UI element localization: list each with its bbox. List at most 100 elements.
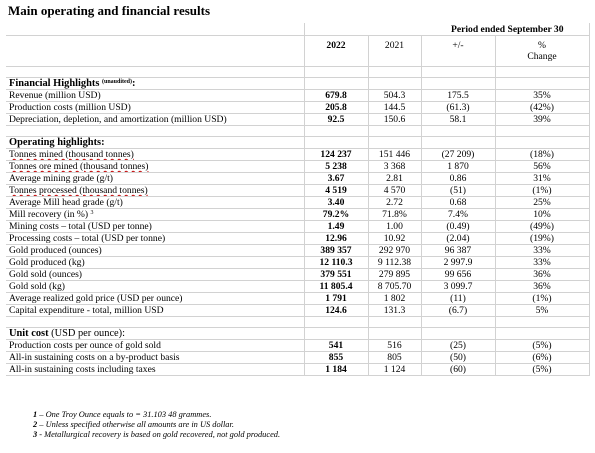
value-2021: 10.92: [368, 232, 422, 245]
value-2021: 1 802: [368, 292, 422, 305]
row-label-text: Mining costs – total (USD per tonne): [9, 221, 152, 232]
value-diff: (0.49): [421, 220, 496, 233]
row-label-text: Gold sold (ounces): [9, 269, 83, 280]
value-2021: 2.81: [368, 172, 422, 185]
value-2022: 5 238: [304, 160, 369, 173]
period-header: Period ended September 30: [368, 23, 590, 36]
value-diff: 0.68: [421, 196, 496, 209]
row-label-text: Average mining grade (g/t): [9, 173, 113, 184]
value-2021: 4 570: [368, 184, 422, 197]
value-2022: 92.5: [304, 113, 369, 126]
table-row: Tonnes mined (thousand tonnes) 124 237 151…: [6, 148, 590, 161]
value-pct-change: 33%: [495, 244, 590, 257]
unaudited-superscript: (unaudited): [101, 79, 132, 85]
value-diff: 0.86: [421, 172, 496, 185]
value-2022: 11 805.4: [304, 280, 369, 293]
row-label-text: Processing costs – total (USD per tonne): [9, 233, 166, 244]
table-row: Gold produced (kg) 12 110.3 9 112.38 2 997.…: [6, 256, 590, 269]
value-2021: 151 446: [368, 148, 422, 161]
header-blank-cell: [6, 23, 305, 36]
value-2021: 150.6: [368, 113, 422, 126]
value-diff: 2 997.9: [421, 256, 496, 269]
value-diff: (11): [421, 292, 496, 305]
footnote-1: 1 – One Troy Ounce equals to = 31.103 48…: [33, 410, 280, 420]
value-pct-change: 56%: [495, 160, 590, 173]
section-heading-text: Financial Highlights: [9, 78, 100, 89]
table-row: Average realized gold price (USD per oun…: [6, 292, 590, 305]
value-pct-change: 36%: [495, 268, 590, 281]
spacer-row: [6, 66, 590, 78]
row-label-text: Capital expenditure - total, million USD: [9, 305, 164, 316]
table-row: Tonnes processed (thousand tonnes) 4 519 4…: [6, 184, 590, 197]
table-row: Mining costs – total (USD per tonne) 1.49…: [6, 220, 590, 233]
table-row: Revenue (million USD) 679.8 504.3 175.5 35%: [6, 89, 590, 102]
value-2021: 1 124: [368, 363, 422, 376]
value-2022: 389 357: [304, 244, 369, 257]
row-label: Revenue (million USD): [6, 89, 305, 102]
row-label: Gold produced (ounces): [6, 244, 305, 257]
footnote-number: 2: [33, 420, 38, 429]
value-2021: 3 368: [368, 160, 422, 173]
value-2022: 3.40: [304, 196, 369, 209]
row-label: Tonnes mined (thousand tonnes): [6, 148, 305, 161]
table-row: Production costs per ounce of gold sold 5…: [6, 339, 590, 352]
row-label-text: Tonnes ore mined (thousand tonnes): [9, 161, 149, 172]
value-pct-change: (18%): [495, 148, 590, 161]
value-2022: 1 184: [304, 363, 369, 376]
row-label: All-in sustaining costs on a by-product …: [6, 351, 305, 364]
header-row-period: Period ended September 30: [6, 23, 590, 36]
value-2021: 279 895: [368, 268, 422, 281]
column-header-pct-line2: Change: [527, 51, 557, 62]
value-pct-change: 33%: [495, 256, 590, 269]
section-financial-heading: Financial Highlights (unaudited):: [6, 77, 590, 90]
table-row: Gold sold (kg) 11 805.4 8 705.70 3 099.7 36%: [6, 280, 590, 293]
column-header-diff: +/-: [421, 35, 496, 67]
value-2021: 292 970: [368, 244, 422, 257]
table-row: Mill recovery (in %) 3 79.2% 71.8% 7.4% 10%: [6, 208, 590, 221]
value-2022: 12 110.3: [304, 256, 369, 269]
value-pct-change: 35%: [495, 89, 590, 102]
value-2022: 1.49: [304, 220, 369, 233]
table-row: Average mining grade (g/t) 3.67 2.81 0.86 31…: [6, 172, 590, 185]
row-label: Gold produced (kg): [6, 256, 305, 269]
value-2021: 1.00: [368, 220, 422, 233]
spacer-row: [6, 316, 590, 328]
table-row: Average Mill head grade (g/t) 3.40 2.72 0.6…: [6, 196, 590, 209]
row-label: All-in sustaining costs including taxes: [6, 363, 305, 376]
value-pct-change: (42%): [495, 101, 590, 114]
row-label: Gold sold (ounces): [6, 268, 305, 281]
header-blank-cell: [6, 35, 305, 67]
row-label: Capital expenditure - total, million USD: [6, 304, 305, 317]
row-label-text: All-in sustaining costs on a by-product …: [9, 352, 180, 363]
row-label-text: Production costs (million USD): [9, 102, 131, 113]
footnote-ref-superscript: 3: [90, 210, 94, 216]
value-pct-change: 5%: [495, 304, 590, 317]
value-2022: 79.2%: [304, 208, 369, 221]
table-row: Processing costs – total (USD per tonne)…: [6, 232, 590, 245]
value-pct-change: 31%: [495, 172, 590, 185]
value-2021: 71.8%: [368, 208, 422, 221]
row-label: Tonnes processed (thousand tonnes): [6, 184, 305, 197]
footnote-3: 3 - Metallurgical recovery is based on g…: [33, 430, 280, 440]
value-2022: 1 791: [304, 292, 369, 305]
spacer-row: [6, 125, 590, 137]
value-pct-change: (6%): [495, 351, 590, 364]
row-label: Mill recovery (in %) 3: [6, 208, 305, 221]
value-2022: 679.8: [304, 89, 369, 102]
section-heading: Operating highlights:: [6, 136, 305, 149]
value-diff: (6.7): [421, 304, 496, 317]
value-diff: 1 870: [421, 160, 496, 173]
value-diff: (61.3): [421, 101, 496, 114]
row-label: Production costs per ounce of gold sold: [6, 339, 305, 352]
value-2022: 124.6: [304, 304, 369, 317]
value-diff: 96 387: [421, 244, 496, 257]
value-diff: 3 099.7: [421, 280, 496, 293]
footnote-text: – Unless specified otherwise all amounts…: [37, 420, 234, 429]
value-2021: 504.3: [368, 89, 422, 102]
value-2022: 124 237: [304, 148, 369, 161]
header-blank-cell: [304, 23, 368, 36]
section-operating-heading: Operating highlights:: [6, 136, 590, 149]
table-row: All-in sustaining costs including taxes 1…: [6, 363, 590, 376]
value-pct-change: 36%: [495, 280, 590, 293]
table-row: Depreciation, depletion, and amortizatio…: [6, 113, 590, 126]
